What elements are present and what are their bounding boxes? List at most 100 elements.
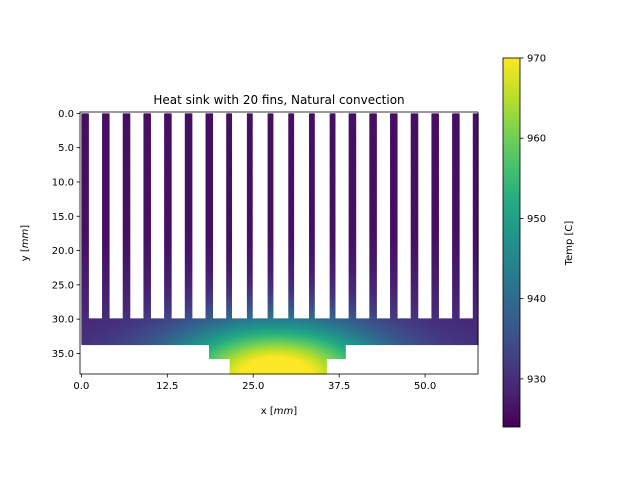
heatmap-cell bbox=[310, 205, 314, 208]
heatmap-cell bbox=[227, 151, 231, 154]
heatmap-cell bbox=[474, 139, 477, 142]
heatmap-cell bbox=[312, 120, 315, 123]
heatmap-cell bbox=[288, 191, 291, 194]
heatmap-cell bbox=[84, 170, 88, 174]
heatmap-cell bbox=[410, 210, 414, 214]
heatmap-cell bbox=[124, 139, 127, 142]
heatmap-cell bbox=[267, 158, 270, 161]
heatmap-cell bbox=[369, 174, 372, 177]
heatmap-cell bbox=[146, 115, 150, 118]
heatmap-cell bbox=[186, 179, 189, 182]
heatmap-cell bbox=[353, 149, 357, 153]
heatmap-cell bbox=[350, 189, 353, 193]
heatmap-cell bbox=[333, 221, 336, 224]
heatmap-cell bbox=[410, 200, 414, 203]
heatmap-cell bbox=[329, 201, 333, 205]
heatmap-cell bbox=[184, 229, 188, 233]
heatmap-cell bbox=[309, 200, 312, 203]
heatmap-cell bbox=[434, 177, 438, 180]
heatmap-cell bbox=[229, 186, 233, 189]
heatmap-cell bbox=[186, 188, 189, 191]
heatmap-cell bbox=[148, 200, 151, 203]
heatmap-cell bbox=[390, 207, 393, 210]
heatmap-cell bbox=[414, 146, 417, 149]
heatmap-cell bbox=[393, 222, 396, 226]
heatmap-cell bbox=[369, 182, 372, 186]
heatmap-cell bbox=[312, 139, 315, 142]
heatmap-cell bbox=[412, 186, 415, 189]
heatmap-cell bbox=[186, 116, 189, 120]
heatmap-cell bbox=[210, 165, 214, 168]
heatmap-cell bbox=[374, 163, 377, 167]
heatmap-cell bbox=[331, 129, 334, 132]
heatmap-cell bbox=[390, 113, 393, 116]
heatmap-cell bbox=[374, 217, 377, 220]
heatmap-cell bbox=[148, 155, 151, 158]
heatmap-cell bbox=[86, 149, 89, 153]
heatmap-cell bbox=[269, 205, 272, 208]
heatmap-cell bbox=[164, 123, 167, 127]
heatmap-cell bbox=[288, 167, 291, 170]
heatmap-cell bbox=[415, 201, 419, 205]
heatmap-cell bbox=[352, 153, 355, 156]
heatmap-cell bbox=[457, 153, 460, 156]
heatmap-cell bbox=[434, 219, 438, 222]
heatmap-cell bbox=[350, 191, 353, 194]
heatmap-cell bbox=[410, 149, 414, 153]
heatmap-cell bbox=[188, 168, 191, 172]
heatmap-cell bbox=[126, 125, 129, 128]
heatmap-cell bbox=[127, 203, 131, 207]
heatmap-cell bbox=[229, 229, 233, 233]
heatmap-cell bbox=[250, 134, 253, 137]
heatmap-cell bbox=[412, 181, 415, 184]
heatmap-cell bbox=[188, 189, 191, 193]
heatmap-cell bbox=[291, 177, 295, 180]
heatmap-cell bbox=[393, 170, 396, 174]
heatmap-cell bbox=[165, 217, 169, 220]
heatmap-cell bbox=[453, 160, 457, 163]
heatmap-cell bbox=[309, 189, 312, 193]
heatmap-cell bbox=[291, 200, 295, 203]
heatmap-cell bbox=[205, 115, 208, 118]
heatmap-cell bbox=[269, 207, 272, 210]
heatmap-cell bbox=[227, 177, 231, 180]
heatmap-cell bbox=[188, 172, 191, 175]
heatmap-cell bbox=[164, 163, 167, 167]
heatmap-cell bbox=[250, 228, 253, 231]
heatmap-cell bbox=[107, 203, 110, 207]
heatmap-cell bbox=[105, 184, 108, 187]
heatmap-cell bbox=[164, 170, 167, 174]
heatmap-cell bbox=[227, 127, 231, 130]
heatmap-cell bbox=[229, 149, 233, 153]
heatmap-cell bbox=[410, 130, 414, 134]
heatmap-cell bbox=[205, 162, 208, 165]
heatmap-cell bbox=[83, 181, 86, 184]
heatmap-cell bbox=[331, 226, 334, 229]
heatmap-cell bbox=[372, 191, 376, 194]
heatmap-cell bbox=[146, 212, 150, 215]
heatmap-cell bbox=[124, 222, 127, 226]
heatmap-cell bbox=[372, 188, 376, 191]
heatmap-cell bbox=[310, 158, 314, 161]
heatmap-cell bbox=[126, 186, 129, 189]
heatmap-cell bbox=[105, 195, 108, 198]
heatmap-cell bbox=[431, 177, 434, 180]
heatmap-cell bbox=[126, 137, 129, 141]
heatmap-cell bbox=[352, 163, 355, 167]
heatmap-cell bbox=[227, 203, 231, 207]
heatmap-cell bbox=[431, 191, 434, 194]
heatmap-cell bbox=[250, 123, 253, 127]
heatmap-cell bbox=[433, 212, 436, 215]
heatmap-cell bbox=[86, 226, 89, 229]
heatmap-cell bbox=[412, 153, 415, 156]
heatmap-cell bbox=[210, 226, 214, 229]
heatmap-cell bbox=[455, 198, 458, 201]
heatmap-cell bbox=[83, 162, 86, 165]
heatmap-cell bbox=[436, 127, 439, 130]
heatmap-cell bbox=[352, 224, 355, 227]
heatmap-cell bbox=[457, 129, 460, 132]
heatmap-cell bbox=[412, 135, 415, 139]
heatmap-cell bbox=[164, 191, 167, 194]
heatmap-cell bbox=[312, 146, 315, 149]
heatmap-cell bbox=[453, 153, 457, 156]
